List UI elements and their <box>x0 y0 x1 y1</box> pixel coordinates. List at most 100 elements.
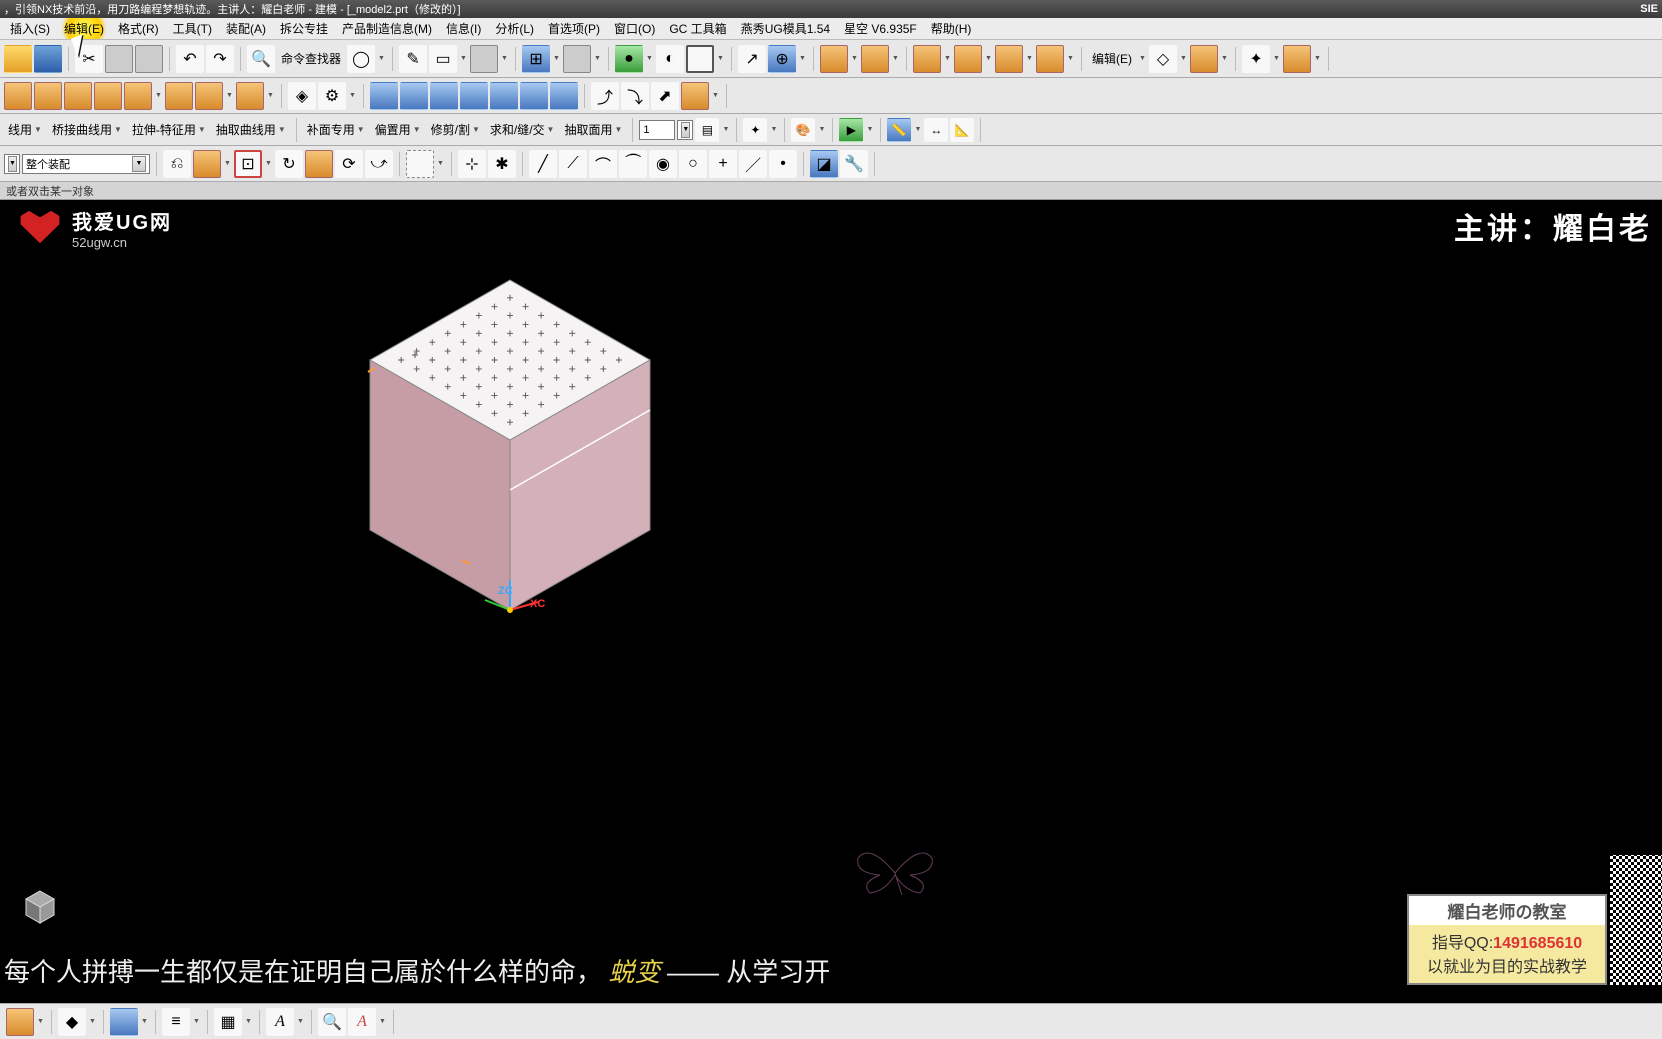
save-icon[interactable] <box>34 45 62 73</box>
copy-icon[interactable] <box>105 45 133 73</box>
bt-icon2[interactable]: ◆ <box>58 1008 86 1036</box>
shape2-icon[interactable] <box>1190 45 1218 73</box>
surf4-icon[interactable] <box>460 82 488 110</box>
surf1-icon[interactable] <box>370 82 398 110</box>
r3-item-7[interactable]: 求和/缝/交▼ <box>486 119 559 140</box>
cut-icon[interactable]: ✂ <box>75 45 103 73</box>
r2-icon4[interactable] <box>94 82 122 110</box>
bt-icon3[interactable] <box>110 1008 138 1036</box>
axis-icon[interactable]: ✦ <box>1242 45 1270 73</box>
dropdown-arrow-icon[interactable]: ▼ <box>436 150 445 178</box>
measure-icon[interactable]: 📏 <box>887 118 911 142</box>
menu-edit[interactable]: 编辑(E) <box>58 18 110 39</box>
bt-icon4[interactable]: ≡ <box>162 1008 190 1036</box>
contrast-icon[interactable]: ◐ <box>656 45 684 73</box>
dropdown-arrow-icon[interactable]: ▼ <box>264 150 273 178</box>
menu-info[interactable]: 信息(I) <box>440 18 487 39</box>
grid-icon[interactable]: ⊞ <box>522 45 550 73</box>
line1-icon[interactable]: ╱ <box>529 150 557 178</box>
dropdown-arrow-icon[interactable]: ▼ <box>850 45 859 73</box>
r4-icon5[interactable] <box>305 150 333 178</box>
r4-icon1[interactable]: ⎌ <box>163 150 191 178</box>
surf6-icon[interactable] <box>520 82 548 110</box>
dropdown-arrow-icon[interactable]: ▼ <box>984 45 993 73</box>
spin-dropdown[interactable]: ▼ <box>677 120 693 140</box>
bt-icon5[interactable]: ▦ <box>214 1008 242 1036</box>
box2-icon[interactable] <box>861 45 889 73</box>
cube-icon[interactable]: ◪ <box>810 150 838 178</box>
snap1-icon[interactable]: ⊹ <box>458 150 486 178</box>
r3-item-4[interactable]: 补面专用▼ <box>303 119 369 140</box>
dropdown-arrow-icon[interactable]: ▼ <box>798 45 807 73</box>
r4-icon6[interactable]: ⟳ <box>335 150 363 178</box>
box5-icon[interactable] <box>995 45 1023 73</box>
r4-icon4[interactable]: ↻ <box>275 150 303 178</box>
r4-icon8[interactable] <box>406 150 434 178</box>
menu-gc[interactable]: GC 工具箱 <box>663 18 732 39</box>
dropdown-arrow-icon[interactable]: ▼ <box>1313 45 1322 73</box>
open-icon[interactable] <box>4 45 32 73</box>
line3-icon[interactable]: ／ <box>739 150 767 178</box>
dropdown-arrow-icon[interactable]: ▼ <box>913 116 922 144</box>
dropdown-arrow-icon[interactable]: ▼ <box>223 150 232 178</box>
dropdown-arrow-icon[interactable]: ▼ <box>8 156 17 172</box>
r2-icon3[interactable] <box>64 82 92 110</box>
r3-item-8[interactable]: 抽取面用▼ <box>560 119 626 140</box>
redo-icon[interactable]: ↷ <box>206 45 234 73</box>
dropdown-arrow-icon[interactable]: ▼ <box>296 1008 305 1036</box>
dropdown-arrow-icon[interactable]: ▼ <box>1138 45 1147 73</box>
menu-analysis[interactable]: 分析(L) <box>489 18 540 39</box>
menu-help[interactable]: 帮助(H) <box>925 18 978 39</box>
wrench-icon[interactable]: 🔧 <box>840 150 868 178</box>
ruler-icon[interactable]: 📐 <box>950 118 974 142</box>
dropdown-arrow-icon[interactable]: ▼ <box>865 116 874 144</box>
menu-tools[interactable]: 工具(T) <box>167 18 218 39</box>
ellipse-icon[interactable]: ◯ <box>347 45 375 73</box>
r4-icon2[interactable] <box>193 150 221 178</box>
dropdown-arrow-icon[interactable]: ▼ <box>552 45 561 73</box>
dropdown-arrow-icon[interactable]: ▼ <box>88 1008 97 1036</box>
dim-icon[interactable]: ↔ <box>924 118 948 142</box>
r2-curve1-icon[interactable]: ⤴ <box>591 82 619 110</box>
dropdown-arrow-icon[interactable]: ▼ <box>1272 45 1281 73</box>
surf5-icon[interactable] <box>490 82 518 110</box>
dropdown-arrow-icon[interactable]: ▼ <box>645 45 654 73</box>
r3-item-3[interactable]: 抽取曲线用▼ <box>212 119 290 140</box>
search-icon[interactable]: 🔍 <box>247 45 275 73</box>
menu-prefs[interactable]: 首选项(P) <box>542 18 606 39</box>
surf7-icon[interactable] <box>550 82 578 110</box>
cube-model[interactable] <box>320 260 720 660</box>
line2-icon[interactable]: ⟋ <box>559 150 587 178</box>
menu-insert[interactable]: 插入(S) <box>4 18 56 39</box>
r2-curve3-icon[interactable]: ⬈ <box>651 82 679 110</box>
menu-xingkong[interactable]: 星空 V6.935F <box>838 18 923 39</box>
bt-zoom-icon[interactable]: 🔍 <box>318 1008 346 1036</box>
dropdown-arrow-icon[interactable]: ▼ <box>891 45 900 73</box>
r3-item-1[interactable]: 桥接曲线用▼ <box>48 119 126 140</box>
r3-item-6[interactable]: 修剪/割▼ <box>427 119 484 140</box>
circle2-icon[interactable]: ○ <box>679 150 707 178</box>
viewcube-mini[interactable] <box>20 887 56 923</box>
dropdown-arrow-icon[interactable]: ▼ <box>154 82 163 110</box>
bt-text2-icon[interactable]: A <box>348 1008 376 1036</box>
circle1-icon[interactable]: ◉ <box>649 150 677 178</box>
r3-item-0[interactable]: 线用▼ <box>4 119 46 140</box>
r2-icon10[interactable]: ⚙ <box>318 82 346 110</box>
dropdown-arrow-icon[interactable]: ▼ <box>769 116 778 144</box>
arrow-icon[interactable]: ↗ <box>738 45 766 73</box>
snap2-icon[interactable]: ✱ <box>488 150 516 178</box>
menu-format[interactable]: 格式(R) <box>112 18 165 39</box>
bt-text-icon[interactable]: A <box>266 1008 294 1036</box>
dropdown-arrow-icon[interactable]: ▼ <box>192 1008 201 1036</box>
dropdown-arrow-icon[interactable]: ▼ <box>1179 45 1188 73</box>
dropdown-arrow-icon[interactable]: ▼ <box>378 1008 387 1036</box>
dropdown-arrow-icon[interactable]: ▼ <box>36 1008 45 1036</box>
r4-icon3[interactable]: ⊡ <box>234 150 262 178</box>
arc1-icon[interactable]: ⌒ <box>589 150 617 178</box>
shape3-icon[interactable] <box>1283 45 1311 73</box>
r2-icon1[interactable] <box>4 82 32 110</box>
r2-icon6[interactable] <box>165 82 193 110</box>
dropdown-arrow-icon[interactable]: ▼ <box>943 45 952 73</box>
dropdown-arrow-icon[interactable]: ▼ <box>132 156 146 172</box>
menu-yanxiu[interactable]: 燕秀UG模具1.54 <box>735 18 836 39</box>
